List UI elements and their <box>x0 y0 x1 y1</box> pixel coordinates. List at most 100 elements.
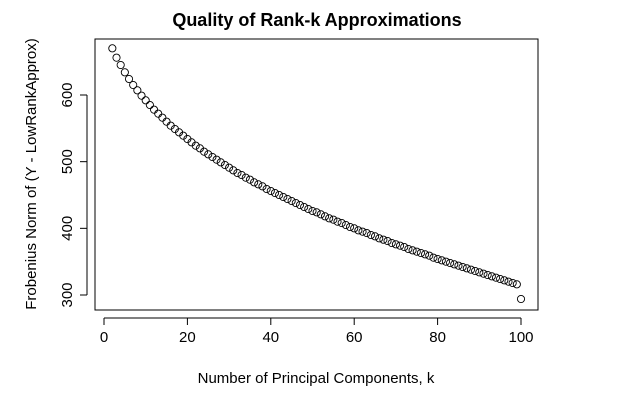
data-point <box>266 186 275 196</box>
data-point <box>212 155 221 164</box>
data-point <box>412 247 421 256</box>
data-point <box>433 254 442 264</box>
y-tick-label: 500 <box>59 149 76 174</box>
data-point <box>441 257 450 266</box>
data-point <box>312 208 321 217</box>
data-point <box>233 168 242 178</box>
data-point <box>354 226 363 235</box>
data-point <box>375 234 384 243</box>
data-point <box>358 227 367 236</box>
data-point <box>308 206 317 216</box>
y-axis-label: Frobenius Norm of (Y - LowRankApprox) <box>23 38 40 310</box>
data-point <box>458 262 467 272</box>
data-point <box>283 194 292 204</box>
data-point <box>504 277 513 286</box>
y-axis: 300 400 500 600 <box>59 82 88 308</box>
data-point <box>450 260 459 269</box>
data-point <box>254 180 263 189</box>
data-point <box>437 256 446 265</box>
data-point <box>500 276 509 285</box>
data-points <box>108 44 526 304</box>
x-axis-label: Number of Principal Components, k <box>198 370 435 387</box>
data-point <box>116 60 125 70</box>
data-point <box>237 170 246 180</box>
data-point <box>396 241 405 250</box>
y-tick-label: 300 <box>59 282 76 307</box>
data-point <box>191 141 200 150</box>
data-point <box>479 269 488 278</box>
data-point <box>383 236 392 246</box>
data-point <box>300 202 309 212</box>
x-tick-label: 40 <box>262 329 279 346</box>
data-point <box>345 222 355 232</box>
data-point <box>471 266 480 276</box>
data-point <box>421 250 430 259</box>
data-point <box>262 184 271 194</box>
data-point <box>129 80 138 90</box>
data-point <box>200 147 209 156</box>
data-point <box>516 294 526 304</box>
x-axis: 0 20 40 60 80 100 <box>100 317 534 346</box>
data-point <box>466 265 476 274</box>
data-point <box>325 214 334 223</box>
data-point <box>316 210 325 219</box>
data-point <box>133 86 142 95</box>
data-point <box>304 204 313 214</box>
x-tick-label: 60 <box>346 329 363 346</box>
data-point <box>454 261 463 270</box>
data-point <box>329 215 338 224</box>
data-point <box>225 163 234 172</box>
data-point <box>487 272 496 281</box>
x-tick-label: 20 <box>179 329 196 346</box>
data-point <box>366 230 375 240</box>
data-point <box>258 182 267 191</box>
data-point <box>387 238 396 248</box>
data-point <box>245 175 254 184</box>
data-point <box>341 220 350 230</box>
data-point <box>408 246 417 255</box>
data-point <box>350 224 359 233</box>
data-point <box>295 200 305 210</box>
chart-title: Quality of Rank-k Approximations <box>172 10 461 30</box>
data-point <box>137 91 146 100</box>
data-point <box>320 212 330 221</box>
data-point <box>112 53 121 62</box>
data-point <box>220 160 229 170</box>
data-point <box>370 232 380 241</box>
x-tick-label: 0 <box>100 329 108 346</box>
x-tick-label: 80 <box>429 329 446 346</box>
data-point <box>462 264 471 273</box>
data-point <box>275 190 284 200</box>
data-point <box>333 217 342 226</box>
data-point <box>512 280 521 289</box>
y-tick-label: 600 <box>59 82 76 107</box>
data-point <box>475 268 484 277</box>
data-point <box>508 278 517 288</box>
data-point <box>154 109 163 118</box>
data-point <box>250 178 259 187</box>
data-point <box>291 198 300 208</box>
data-point <box>229 166 238 175</box>
data-point <box>491 273 501 282</box>
data-point <box>141 96 150 105</box>
data-point <box>391 240 400 249</box>
data-point <box>425 251 434 260</box>
data-point <box>337 218 346 228</box>
data-point <box>208 152 217 162</box>
data-point <box>158 113 167 122</box>
data-point <box>120 68 129 77</box>
y-tick-label: 400 <box>59 216 76 241</box>
data-point <box>149 105 159 114</box>
data-point <box>241 173 250 182</box>
data-point <box>400 242 409 252</box>
data-point <box>416 248 425 258</box>
data-point <box>287 196 296 206</box>
data-point <box>162 117 171 126</box>
data-point <box>483 270 492 280</box>
data-point <box>379 235 388 244</box>
data-point <box>496 274 505 284</box>
x-tick-label: 100 <box>508 329 533 346</box>
data-point <box>362 228 371 238</box>
data-point <box>216 158 225 167</box>
